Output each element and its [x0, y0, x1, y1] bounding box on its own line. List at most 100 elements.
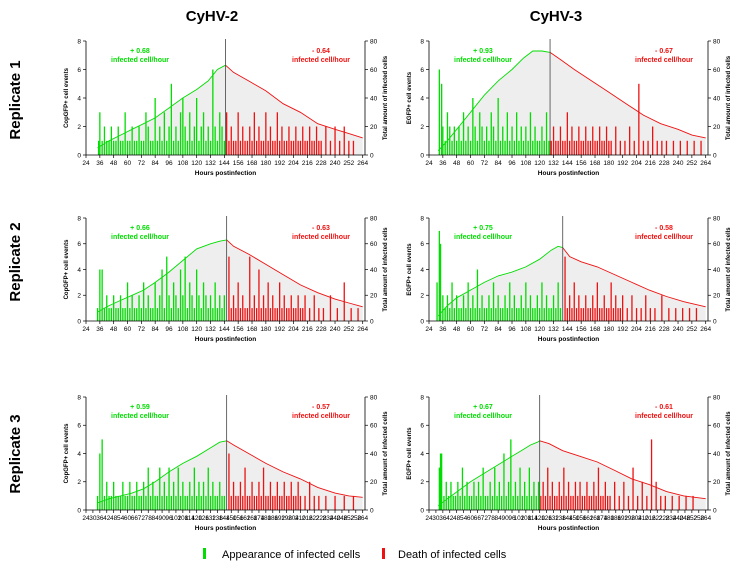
death-bar	[569, 295, 571, 322]
death-bar	[352, 495, 355, 510]
appearance-bar	[517, 495, 519, 510]
y-tick-label: 4	[77, 267, 81, 274]
y2-axis-label: Total amount of infected cells	[383, 55, 389, 140]
death-bar	[230, 308, 232, 321]
x-tick-label: 144	[219, 160, 230, 167]
y-tick-label: 0	[77, 152, 81, 159]
x-axis-label: Hours postinfection	[538, 525, 599, 532]
appearance-bar	[495, 308, 497, 321]
death-bar	[283, 140, 285, 156]
x-tick-label: 60	[124, 515, 132, 522]
death-bar	[686, 140, 688, 156]
death-bar	[622, 295, 624, 322]
y2-tick-label: 0	[370, 318, 374, 325]
x-tick-label: 120	[534, 515, 545, 522]
appearance-bar	[465, 308, 467, 321]
death-bar	[350, 308, 352, 321]
death-bar	[638, 83, 640, 156]
x-tick-label: 222	[309, 515, 320, 522]
appearance-bar	[145, 495, 147, 510]
y-tick-label: 6	[77, 423, 81, 430]
x-tick-label: 204	[631, 515, 642, 522]
death-bar	[540, 495, 542, 510]
death-bar	[352, 140, 355, 156]
x-tick-label: 228	[316, 160, 327, 167]
appearance-bar	[548, 308, 550, 321]
appearance-bar	[482, 467, 484, 510]
x-tick-label: 60	[124, 326, 132, 333]
death-bar	[325, 126, 327, 155]
appearance-bar	[221, 126, 223, 155]
death-bar	[295, 126, 297, 155]
appear-rate-value: + 0.66	[130, 225, 150, 232]
appearance-bar	[113, 140, 115, 156]
x-tick-label: 264	[700, 515, 711, 522]
appearance-bar	[543, 308, 545, 321]
appearance-bar	[476, 269, 479, 321]
x-tick-label: 120	[534, 326, 545, 333]
death-bar	[334, 495, 336, 510]
y-tick-label: 0	[420, 152, 424, 159]
appearance-bar	[522, 140, 525, 156]
appearance-bar	[536, 140, 538, 156]
death-bar	[600, 495, 602, 510]
y-tick-label: 2	[420, 479, 424, 486]
x-tick-label: 84	[152, 326, 160, 333]
appearance-bar	[96, 308, 99, 321]
x-tick-label: 120	[534, 160, 545, 167]
death-bar	[290, 140, 292, 156]
y2-axis-label: Total amount of infected cells	[726, 55, 732, 140]
appearance-bar	[506, 112, 508, 156]
appearance-bar	[524, 481, 526, 511]
y2-tick-label: 80	[713, 215, 721, 222]
x-tick-label: 30	[432, 515, 440, 522]
death-bar	[682, 308, 684, 321]
x-axis-label: Hours postinfection	[538, 336, 599, 343]
x-tick-label: 84	[495, 160, 503, 167]
x-tick-label: 78	[488, 515, 496, 522]
appearance-bar	[182, 98, 184, 155]
total-line-increase	[97, 239, 227, 313]
death-bar	[612, 308, 615, 321]
x-tick-label: 210	[295, 515, 306, 522]
x-tick-label: 66	[131, 515, 139, 522]
x-tick-label: 198	[624, 515, 635, 522]
appearance-bar	[161, 495, 163, 510]
appearance-bar	[184, 495, 186, 510]
appearance-bar	[196, 495, 198, 510]
death-bar	[288, 308, 290, 321]
death-bar	[239, 481, 242, 511]
appearance-bar	[545, 295, 548, 322]
x-tick-label: 252	[343, 515, 354, 522]
death-bar	[251, 481, 253, 511]
appearance-bar	[444, 308, 446, 321]
death-bar	[302, 308, 304, 321]
x-tick-label: 240	[330, 160, 341, 167]
y2-tick-label: 60	[713, 241, 721, 248]
x-tick-label: 234	[323, 515, 334, 522]
death-bar	[288, 495, 290, 510]
y-tick-label: 0	[420, 507, 424, 514]
death-bar	[269, 126, 272, 155]
x-tick-label: 24	[82, 515, 90, 522]
appearance-bar	[509, 282, 511, 321]
x-tick-label: 60	[124, 160, 132, 167]
x-tick-label: 210	[638, 515, 649, 522]
appearance-bar	[479, 308, 481, 321]
total-line-increase	[97, 64, 226, 149]
death-bar	[580, 140, 582, 156]
appearance-bar	[471, 495, 473, 510]
x-tick-label: 138	[212, 515, 223, 522]
death-bar	[325, 495, 327, 510]
appearance-bar	[126, 495, 129, 510]
x-axis-label: Hours postinfection	[195, 336, 256, 343]
y-tick-label: 4	[420, 95, 424, 102]
appearance-bar	[483, 140, 485, 156]
death-bar	[660, 495, 662, 510]
death-bar	[604, 481, 606, 511]
x-tick-label: 240	[673, 160, 684, 167]
death-bar	[292, 308, 295, 321]
y-tick-label: 2	[77, 479, 81, 486]
death-bar	[249, 256, 251, 321]
appearance-bar	[152, 140, 154, 156]
